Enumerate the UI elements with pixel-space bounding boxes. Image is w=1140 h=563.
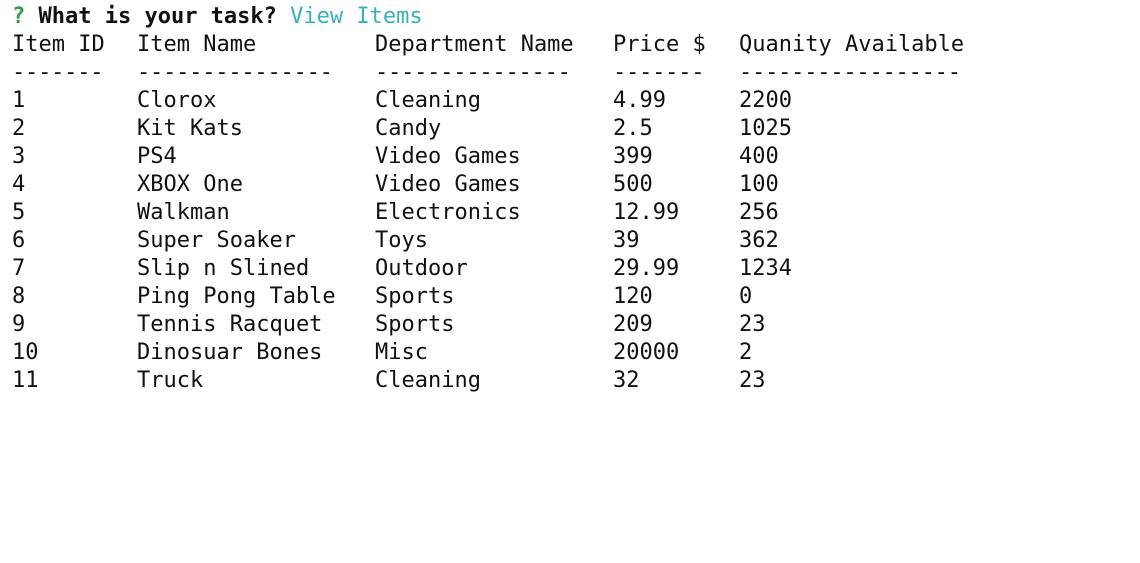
table-row: 6 Super Soaker Toys 39 362 bbox=[12, 227, 1132, 255]
cell-item-id: 5 bbox=[12, 200, 26, 225]
table-header-row: Item ID Item Name Department Name Price … bbox=[12, 31, 1132, 59]
cell-department-name: Electronics bbox=[375, 200, 521, 225]
table-row: 7 Slip n Slined Outdoor 29.99 1234 bbox=[12, 255, 1132, 283]
prompt-line: ? What is your task? View Items bbox=[12, 3, 1132, 31]
cell-item-id: 2 bbox=[12, 116, 26, 141]
table-row: 1 Clorox Cleaning 4.99 2200 bbox=[12, 87, 1132, 115]
cell-department-name: Outdoor bbox=[375, 256, 468, 281]
cell-quantity: 0 bbox=[739, 284, 753, 309]
cell-item-name: Ping Pong Table bbox=[137, 284, 336, 309]
separator-department-name: --------------- bbox=[375, 60, 571, 85]
table-row: 11 Truck Cleaning 32 23 bbox=[12, 367, 1132, 395]
cell-item-id: 9 bbox=[12, 312, 26, 337]
separator-item-name: --------------- bbox=[137, 60, 333, 85]
cell-quantity: 362 bbox=[739, 228, 779, 253]
header-item-name: Item Name bbox=[137, 32, 257, 57]
cell-item-name: Clorox bbox=[137, 88, 217, 113]
cell-item-name: Walkman bbox=[137, 200, 230, 225]
table-row: 3 PS4 Video Games 399 400 bbox=[12, 143, 1132, 171]
cell-item-id: 10 bbox=[12, 340, 39, 365]
cell-quantity: 23 bbox=[739, 368, 766, 393]
cell-department-name: Sports bbox=[375, 284, 455, 309]
cell-item-id: 6 bbox=[12, 228, 26, 253]
cell-price: 2.5 bbox=[613, 116, 653, 141]
cell-item-name: Super Soaker bbox=[137, 228, 296, 253]
table-row: 8 Ping Pong Table Sports 120 0 bbox=[12, 283, 1132, 311]
table-row: 5 Walkman Electronics 12.99 256 bbox=[12, 199, 1132, 227]
cell-item-name: Tennis Racquet bbox=[137, 312, 323, 337]
cell-item-id: 11 bbox=[12, 368, 39, 393]
cell-department-name: Misc bbox=[375, 340, 428, 365]
cell-department-name: Toys bbox=[375, 228, 428, 253]
header-quantity-available: Quanity Available bbox=[739, 32, 965, 57]
separator-quantity-available: ----------------- bbox=[739, 60, 961, 85]
terminal-output: ? What is your task? View Items Item ID … bbox=[12, 3, 1132, 395]
table-separator-row: ------- --------------- --------------- … bbox=[12, 59, 1132, 87]
cell-price: 12.99 bbox=[613, 200, 680, 225]
cell-item-name: Dinosuar Bones bbox=[137, 340, 323, 365]
header-item-id: Item ID bbox=[12, 32, 105, 57]
cell-price: 500 bbox=[613, 172, 653, 197]
cell-item-id: 1 bbox=[12, 88, 26, 113]
cell-quantity: 100 bbox=[739, 172, 779, 197]
cell-item-id: 7 bbox=[12, 256, 26, 281]
table-row: 10 Dinosuar Bones Misc 20000 2 bbox=[12, 339, 1132, 367]
cell-item-name: Kit Kats bbox=[137, 116, 243, 141]
cell-item-id: 3 bbox=[12, 144, 26, 169]
cell-department-name: Sports bbox=[375, 312, 455, 337]
cell-price: 4.99 bbox=[613, 88, 666, 113]
table-row: 4 XBOX One Video Games 500 100 bbox=[12, 171, 1132, 199]
cell-department-name: Video Games bbox=[375, 172, 521, 197]
cell-quantity: 400 bbox=[739, 144, 779, 169]
prompt-answer: View Items bbox=[290, 4, 423, 29]
cell-price: 20000 bbox=[613, 340, 680, 365]
cell-quantity: 1025 bbox=[739, 116, 792, 141]
cell-quantity: 1234 bbox=[739, 256, 792, 281]
cell-item-name: XBOX One bbox=[137, 172, 243, 197]
cell-quantity: 23 bbox=[739, 312, 766, 337]
cell-quantity: 256 bbox=[739, 200, 779, 225]
cell-price: 209 bbox=[613, 312, 653, 337]
cell-item-id: 8 bbox=[12, 284, 26, 309]
cell-department-name: Cleaning bbox=[375, 88, 481, 113]
cell-department-name: Video Games bbox=[375, 144, 521, 169]
cell-item-name: PS4 bbox=[137, 144, 177, 169]
prompt-question-mark: ? bbox=[12, 4, 26, 29]
table-row: 2 Kit Kats Candy 2.5 1025 bbox=[12, 115, 1132, 143]
cell-department-name: Cleaning bbox=[375, 368, 481, 393]
table-row: 9 Tennis Racquet Sports 209 23 bbox=[12, 311, 1132, 339]
cell-item-name: Truck bbox=[137, 368, 204, 393]
cell-price: 39 bbox=[613, 228, 640, 253]
cell-item-name: Slip n Slined bbox=[137, 256, 310, 281]
prompt-question: What is your task? bbox=[38, 4, 277, 29]
cell-quantity: 2200 bbox=[739, 88, 792, 113]
cell-price: 32 bbox=[613, 368, 640, 393]
cell-department-name: Candy bbox=[375, 116, 442, 141]
separator-item-id: ------- bbox=[12, 60, 104, 85]
separator-price: ------- bbox=[613, 60, 705, 85]
cell-price: 120 bbox=[613, 284, 653, 309]
cell-price: 29.99 bbox=[613, 256, 680, 281]
header-price: Price $ bbox=[613, 32, 706, 57]
cell-quantity: 2 bbox=[739, 340, 753, 365]
cell-item-id: 4 bbox=[12, 172, 26, 197]
header-department-name: Department Name bbox=[375, 32, 574, 57]
cell-price: 399 bbox=[613, 144, 653, 169]
